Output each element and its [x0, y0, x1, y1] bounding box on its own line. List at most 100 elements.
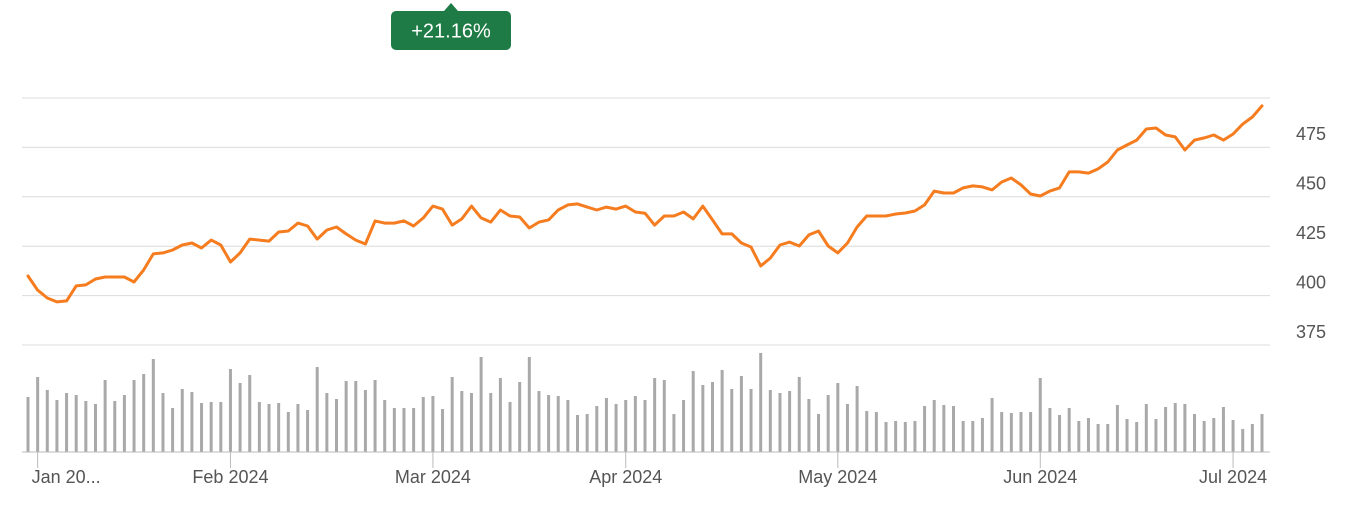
- volume-bar: [373, 380, 377, 452]
- volume-bar: [1067, 408, 1071, 452]
- volume-bar: [354, 381, 358, 452]
- volume-bar: [653, 378, 657, 452]
- volume-bar: [980, 418, 984, 452]
- badge-box: [391, 11, 511, 50]
- y-tick-label: 400: [1296, 272, 1326, 292]
- volume-bar: [604, 398, 608, 452]
- volume-bar: [450, 377, 454, 452]
- volume-bar: [710, 382, 714, 452]
- y-tick-label: 425: [1296, 223, 1326, 243]
- volume-bar: [1212, 418, 1216, 452]
- volume-bar: [1193, 414, 1197, 452]
- volume-bar: [807, 399, 811, 452]
- volume-bar: [1183, 404, 1187, 452]
- change-badge: +21.16%: [391, 3, 511, 50]
- volume-bar: [45, 390, 49, 452]
- volume-bar: [1164, 407, 1168, 452]
- volume-bar: [537, 391, 541, 452]
- volume-bar: [633, 396, 637, 452]
- volume-bar: [1048, 408, 1052, 452]
- volume-bar: [1231, 420, 1235, 452]
- volume-bar: [778, 393, 782, 452]
- volume-bar: [720, 370, 724, 452]
- volume-bar: [441, 409, 445, 452]
- volume-bar: [1250, 424, 1254, 452]
- volume-bar: [315, 367, 319, 452]
- volume-bar: [1019, 412, 1023, 452]
- volume-bar: [894, 421, 898, 452]
- x-tick-label: Mar 2024: [395, 467, 471, 487]
- volume-bar: [180, 389, 184, 452]
- y-tick-label: 375: [1296, 322, 1326, 342]
- volume-bar: [363, 390, 367, 452]
- volume-bar: [392, 408, 396, 452]
- x-tick-label: May 2024: [798, 467, 877, 487]
- volume-bar: [296, 404, 300, 452]
- volume-bar: [1000, 412, 1004, 452]
- volume-bar: [161, 393, 165, 452]
- volume-bar: [672, 414, 676, 452]
- volume-bar: [84, 401, 88, 452]
- price-line: [26, 104, 1264, 304]
- volume-bar: [691, 371, 695, 452]
- volume-bar: [460, 391, 464, 452]
- badge-text: +21.16%: [411, 20, 491, 42]
- volume-bar: [421, 397, 425, 452]
- volume-bar: [151, 359, 155, 452]
- volume-bar: [65, 393, 69, 452]
- volume-bar: [1135, 422, 1139, 452]
- volume-bar: [836, 383, 840, 452]
- volume-bar: [431, 396, 435, 452]
- volume-bar: [1144, 404, 1148, 452]
- volume-bar: [845, 404, 849, 452]
- volume-bar: [93, 404, 97, 452]
- volume-bar: [1125, 419, 1129, 452]
- volume-bar: [788, 391, 792, 452]
- volume-bar: [518, 382, 522, 452]
- volume-bar: [55, 400, 59, 452]
- volume-bar: [402, 408, 406, 452]
- volume-bar: [1154, 419, 1158, 452]
- volume-bar: [874, 412, 878, 452]
- volume-bar: [768, 390, 772, 452]
- volume-bar: [228, 369, 232, 452]
- volume-bar: [865, 411, 869, 452]
- volume-bar: [826, 395, 830, 452]
- volume-bar: [1096, 424, 1100, 452]
- volume-bar: [1221, 407, 1225, 452]
- volume-bar: [952, 406, 955, 452]
- volume-bar: [122, 395, 126, 452]
- volume-bar: [990, 398, 994, 452]
- volume-bar: [730, 389, 734, 452]
- volume-bar: [624, 400, 628, 452]
- volume-bar: [1077, 421, 1081, 452]
- volume-bar: [479, 357, 483, 452]
- volume-bar: [219, 402, 223, 452]
- volume-bar: [855, 386, 859, 452]
- volume-bar: [498, 378, 502, 452]
- x-tick-label: Jul 2024: [1199, 467, 1267, 487]
- volume-bar: [576, 415, 580, 452]
- volume-bar: [171, 408, 175, 452]
- volume-bar: [759, 353, 763, 452]
- volume-bar: [74, 395, 78, 452]
- volume-bar: [547, 395, 551, 452]
- volume-bar: [682, 400, 686, 452]
- x-tick-label: Apr 2024: [589, 467, 662, 487]
- volume-bar: [961, 421, 965, 452]
- volume-bar: [903, 422, 907, 452]
- volume-bar: [267, 404, 271, 452]
- volume-bar: [103, 380, 107, 452]
- y-tick-label: 475: [1296, 124, 1326, 144]
- volume-bar: [306, 410, 310, 452]
- volume-bar: [923, 406, 927, 452]
- volume-bar: [277, 403, 281, 452]
- volume-bar: [190, 392, 194, 452]
- volume-bar: [209, 402, 213, 452]
- volume-bar: [1241, 429, 1245, 452]
- volume-bar: [508, 402, 512, 452]
- volume-bar: [739, 376, 743, 452]
- volume-bar: [527, 357, 531, 452]
- volume-bar: [556, 396, 560, 452]
